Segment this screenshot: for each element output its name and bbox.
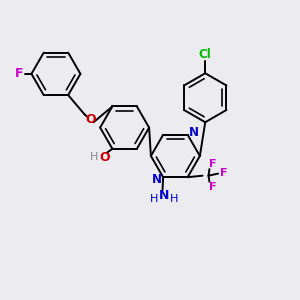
Text: H: H <box>90 152 98 162</box>
Text: O: O <box>100 151 110 164</box>
Text: F: F <box>209 182 217 192</box>
Text: F: F <box>15 68 23 80</box>
Text: N: N <box>152 173 162 186</box>
Text: Cl: Cl <box>199 48 211 61</box>
Text: F: F <box>220 168 227 178</box>
Text: F: F <box>209 159 217 169</box>
Text: H: H <box>169 194 178 204</box>
Text: H: H <box>150 194 158 204</box>
Text: N: N <box>189 126 199 139</box>
Text: N: N <box>158 189 169 202</box>
Text: O: O <box>86 113 97 126</box>
